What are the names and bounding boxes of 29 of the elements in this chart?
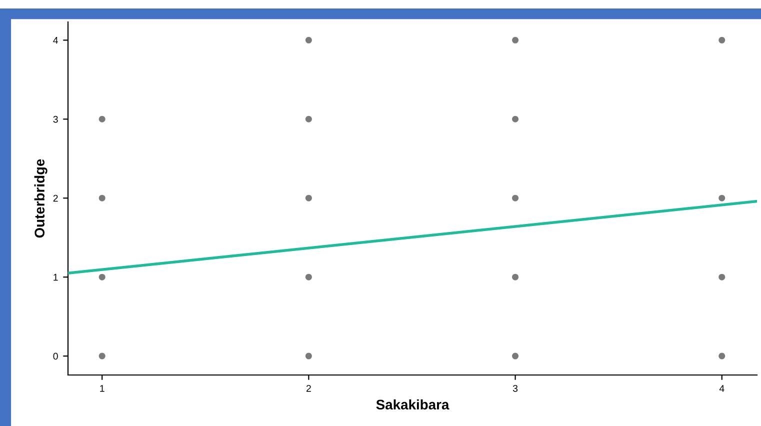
point — [512, 116, 519, 122]
x-axis-title: Sakakibara — [376, 399, 450, 410]
point — [718, 274, 726, 280]
point — [98, 352, 106, 360]
point — [512, 36, 519, 44]
point — [512, 352, 519, 360]
point — [718, 194, 726, 202]
point — [98, 194, 106, 202]
x-tick-label: 2 — [306, 384, 311, 392]
x-tick-label: 3 — [512, 384, 518, 392]
point — [512, 194, 519, 202]
point — [98, 274, 106, 280]
y-axis-title: Outerbridge — [34, 159, 48, 238]
point — [305, 194, 312, 202]
point — [305, 36, 312, 44]
y-tick-label: 2 — [53, 194, 58, 202]
y-tick-label: 0 — [53, 352, 58, 360]
point — [512, 274, 519, 280]
y-tick-label: 1 — [54, 274, 58, 281]
point — [305, 274, 312, 280]
point — [98, 116, 106, 122]
y-tick-label: 3 — [53, 116, 58, 123]
point — [305, 116, 312, 122]
x-tick-label: 1 — [100, 385, 104, 392]
y-tick-label: 4 — [53, 37, 58, 44]
point — [718, 36, 726, 44]
point — [718, 352, 726, 360]
point — [305, 352, 312, 360]
x-tick-label: 4 — [719, 385, 724, 392]
